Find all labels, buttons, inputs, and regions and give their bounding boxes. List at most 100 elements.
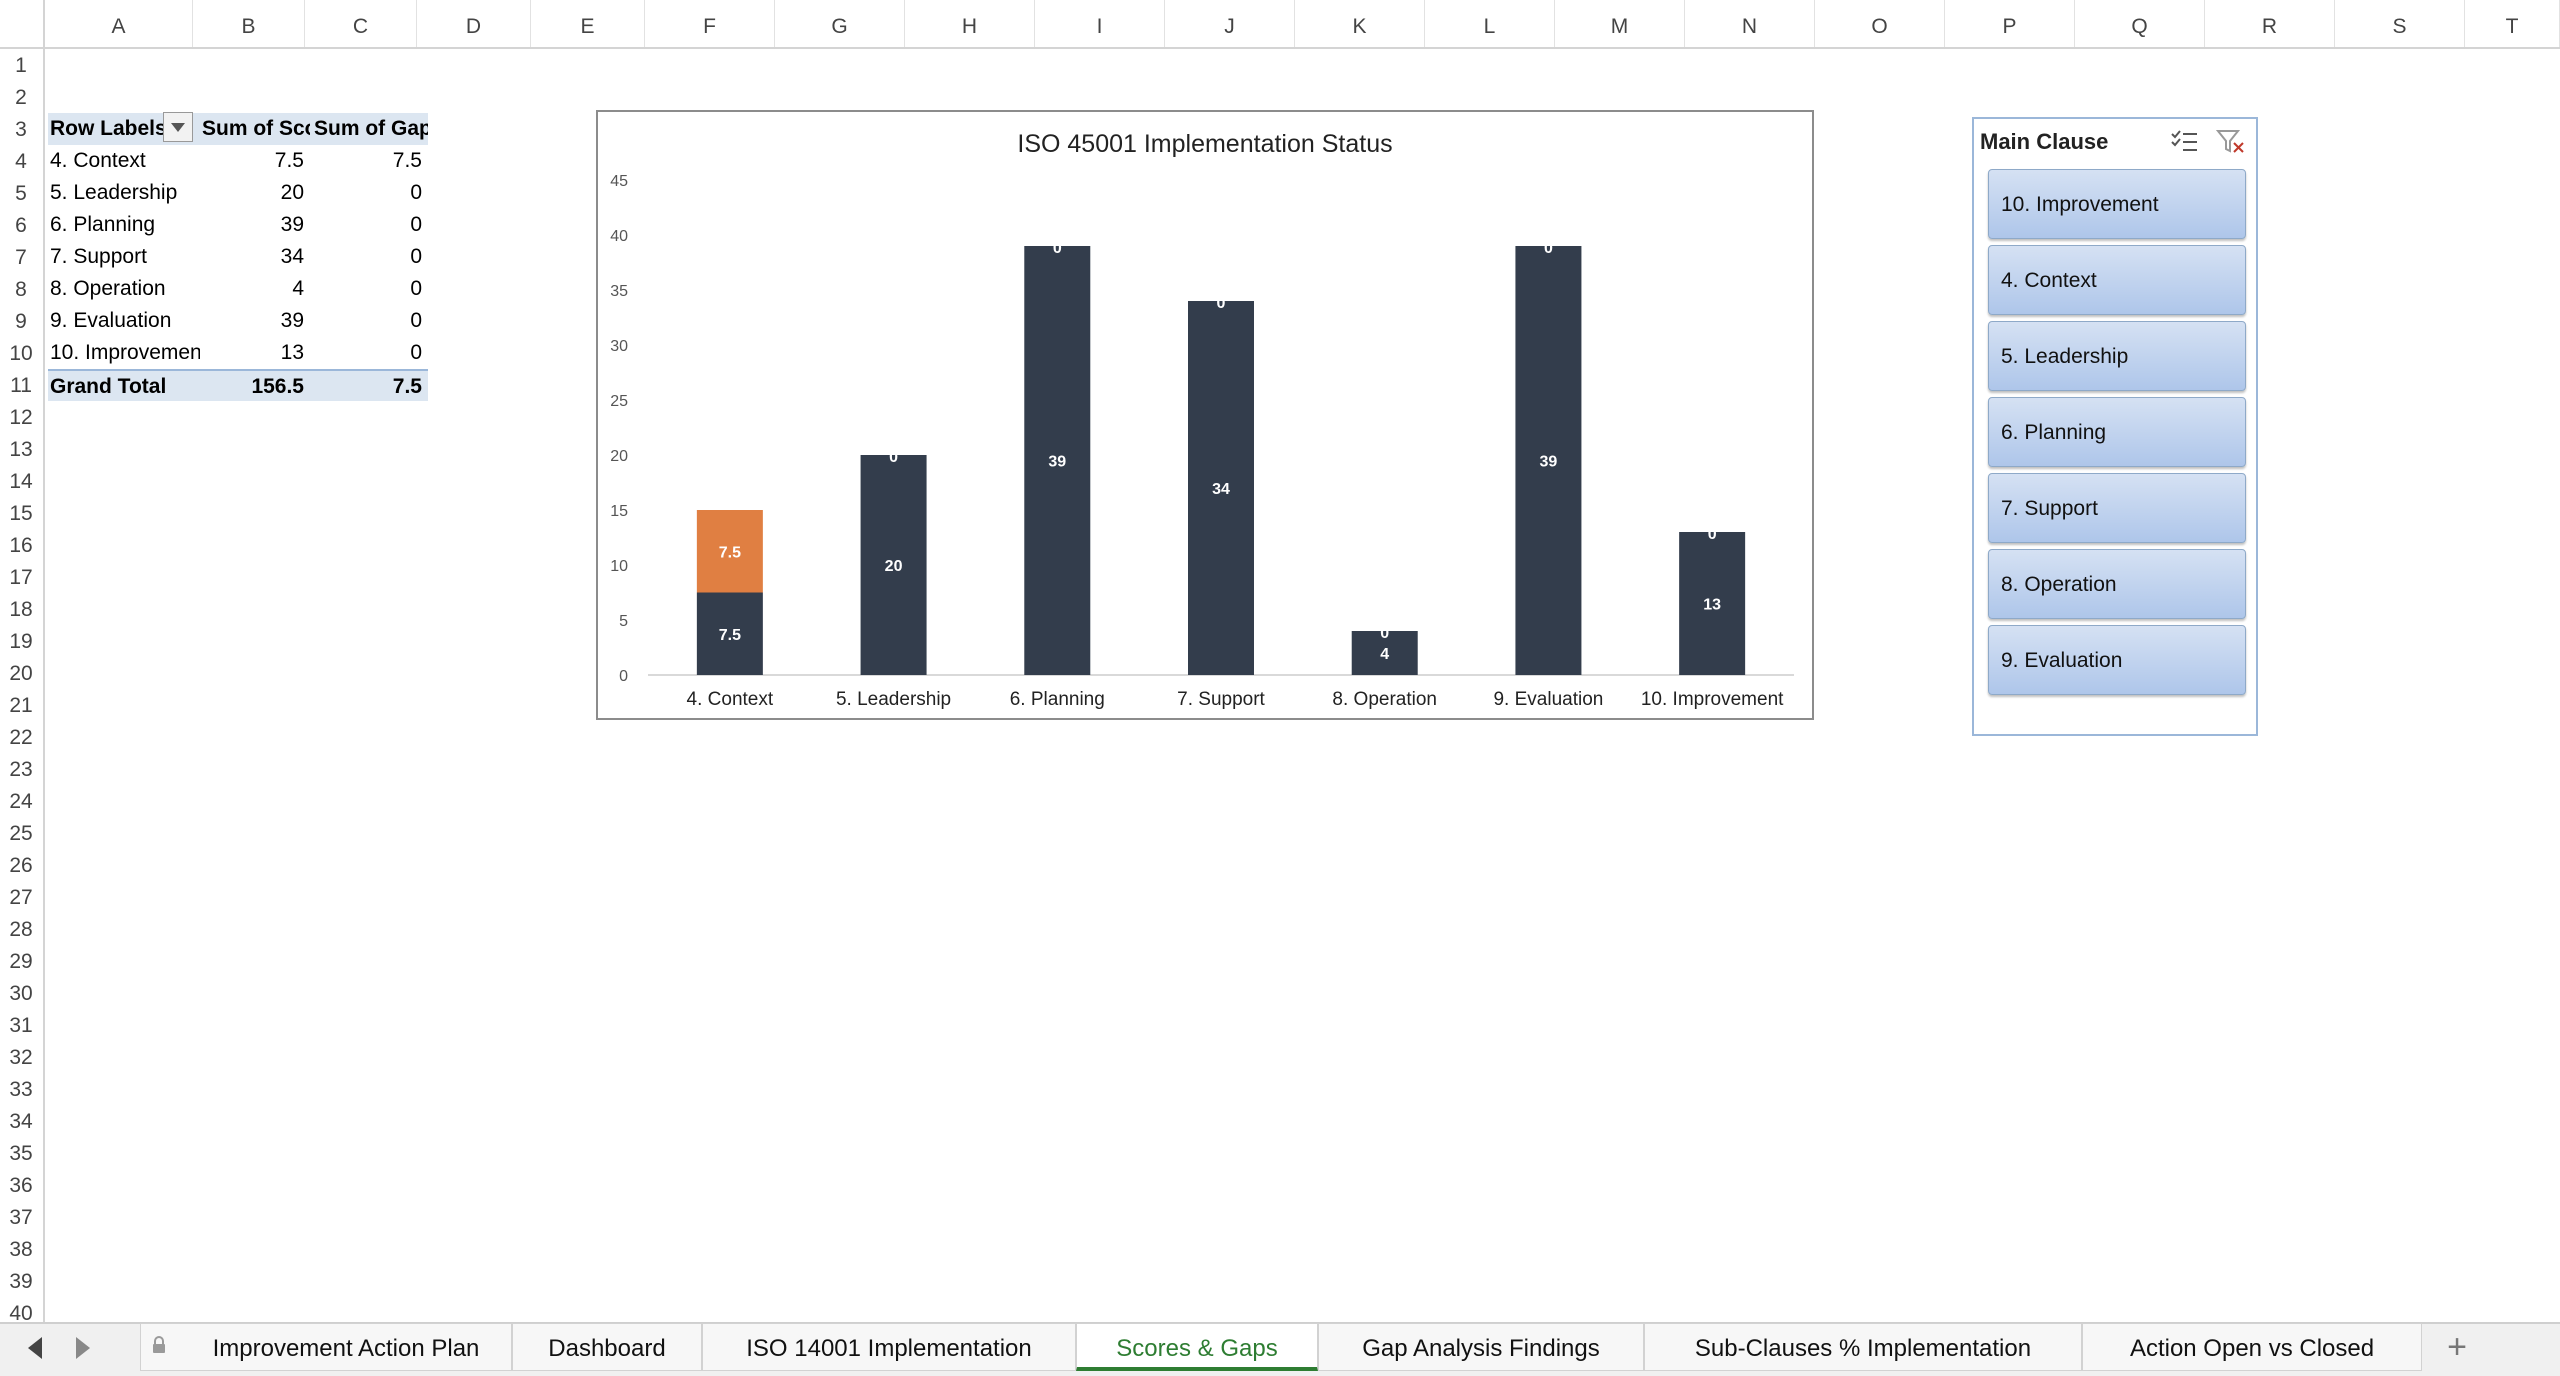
slicer-item[interactable]: 10. Improvement	[1988, 169, 2246, 239]
row-header-10[interactable]: 10	[9, 342, 33, 365]
row-header-15[interactable]: 15	[9, 502, 33, 525]
row-header-31[interactable]: 31	[9, 1014, 33, 1037]
pivot-row-label[interactable]: 8. Operation	[50, 277, 166, 300]
column-header-i[interactable]: I	[1035, 0, 1165, 47]
row-header-1[interactable]: 1	[15, 54, 27, 77]
row-header-9[interactable]: 9	[15, 310, 27, 333]
pivot-row-gap[interactable]: 0	[410, 341, 422, 364]
slicer-item[interactable]: 4. Context	[1988, 245, 2246, 315]
column-header-n[interactable]: N	[1685, 0, 1815, 47]
row-header-16[interactable]: 16	[9, 534, 33, 557]
main-clause-slicer[interactable]: Main Clause 10. Improvement 4. Context 5. …	[1972, 117, 2258, 736]
bar-series-1[interactable]	[1024, 246, 1091, 675]
bar-series-1[interactable]	[1679, 532, 1746, 675]
row-header-2[interactable]: 2	[15, 86, 27, 109]
column-header-b[interactable]: B	[193, 0, 305, 47]
pivot-row-score[interactable]: 39	[280, 213, 304, 236]
column-header-m[interactable]: M	[1555, 0, 1685, 47]
bar-series-1[interactable]	[1188, 301, 1254, 675]
row-header-7[interactable]: 7	[15, 246, 27, 269]
pivot-row-score[interactable]: 34	[280, 245, 304, 268]
sheet-tab[interactable]: Dashboard	[512, 1323, 702, 1371]
implementation-status-chart[interactable]: ISO 45001 Implementation Status 0 5 10 15 20…	[596, 110, 1814, 720]
row-header-27[interactable]: 27	[9, 886, 33, 909]
row-header-4[interactable]: 4	[15, 150, 27, 173]
row-header-3[interactable]: 3	[15, 118, 27, 141]
row-header-25[interactable]: 25	[9, 822, 33, 845]
row-header-33[interactable]: 33	[9, 1078, 33, 1101]
bar-series-1[interactable]	[1515, 246, 1582, 675]
row-header-21[interactable]: 21	[9, 694, 33, 717]
sheet-tab[interactable]: Gap Analysis Findings	[1318, 1323, 1644, 1371]
slicer-item[interactable]: 7. Support	[1988, 473, 2246, 543]
select-all-corner[interactable]	[0, 0, 45, 47]
column-header-q[interactable]: Q	[2075, 0, 2205, 47]
row-header-14[interactable]: 14	[9, 470, 33, 493]
bar-series-1[interactable]	[696, 592, 763, 676]
multi-select-icon[interactable]	[2170, 129, 2198, 153]
row-header-20[interactable]: 20	[9, 662, 33, 685]
pivot-header-sum-of-scores[interactable]: Sum of Scores	[200, 113, 310, 145]
row-header-26[interactable]: 26	[9, 854, 33, 877]
column-header-o[interactable]: O	[1815, 0, 1945, 47]
column-header-h[interactable]: H	[905, 0, 1035, 47]
sheet-tab[interactable]: Scores & Gaps	[1076, 1323, 1318, 1371]
pivot-row-label[interactable]: 5. Leadership	[50, 181, 178, 204]
row-header-40[interactable]: 40	[9, 1302, 33, 1322]
column-header-r[interactable]: R	[2205, 0, 2335, 47]
add-sheet-button[interactable]: +	[2447, 1328, 2467, 1366]
slicer-item[interactable]: 9. Evaluation	[1988, 625, 2246, 695]
row-labels-filter-button[interactable]	[163, 112, 193, 142]
clear-filter-icon[interactable]	[2216, 129, 2244, 153]
slicer-item[interactable]: 8. Operation	[1988, 549, 2246, 619]
sheet-tab[interactable]: Sub-Clauses % Implementation	[1644, 1323, 2082, 1371]
pivot-grand-total-score[interactable]: 156.5	[200, 369, 310, 401]
scroll-tabs-left-icon[interactable]	[28, 1337, 42, 1359]
column-header-t[interactable]: T	[2465, 0, 2560, 47]
sheet-tab[interactable]: ISO 14001 Implementation	[702, 1323, 1076, 1371]
row-header-19[interactable]: 19	[9, 630, 33, 653]
column-header-d[interactable]: D	[417, 0, 531, 47]
pivot-row-gap[interactable]: 0	[410, 245, 422, 268]
slicer-item[interactable]: 6. Planning	[1988, 397, 2246, 467]
row-header-17[interactable]: 17	[9, 566, 33, 589]
row-header-37[interactable]: 37	[9, 1206, 33, 1229]
pivot-row-label[interactable]: 9. Evaluation	[50, 309, 172, 332]
row-header-8[interactable]: 8	[15, 278, 27, 301]
pivot-row-label[interactable]: 6. Planning	[50, 213, 156, 236]
row-header-39[interactable]: 39	[9, 1270, 33, 1293]
pivot-grand-total-label[interactable]: Grand Total	[48, 369, 200, 401]
column-header-a[interactable]: A	[45, 0, 193, 47]
row-header-35[interactable]: 35	[9, 1142, 33, 1165]
pivot-row-gap[interactable]: 0	[410, 309, 422, 332]
column-header-k[interactable]: K	[1295, 0, 1425, 47]
pivot-row-gap[interactable]: 7.5	[392, 149, 422, 172]
row-header-24[interactable]: 24	[9, 790, 33, 813]
column-header-s[interactable]: S	[2335, 0, 2465, 47]
pivot-row-label[interactable]: 4. Context	[50, 149, 146, 172]
pivot-row-score[interactable]: 7.5	[274, 149, 304, 172]
pivot-row-score[interactable]: 20	[280, 181, 304, 204]
column-header-c[interactable]: C	[305, 0, 417, 47]
row-header-29[interactable]: 29	[9, 950, 33, 973]
column-header-g[interactable]: G	[775, 0, 905, 47]
bar-series-2[interactable]	[696, 510, 763, 593]
row-header-6[interactable]: 6	[15, 214, 27, 237]
row-header-5[interactable]: 5	[15, 182, 27, 205]
sheet-tab[interactable]: Improvement Action Plan	[140, 1323, 512, 1371]
column-header-f[interactable]: F	[645, 0, 775, 47]
pivot-row-label[interactable]: 10. Improvement	[50, 341, 200, 364]
row-header-36[interactable]: 36	[9, 1174, 33, 1197]
row-header-28[interactable]: 28	[9, 918, 33, 941]
pivot-header-sum-of-gaps[interactable]: Sum of Gaps	[310, 113, 428, 145]
row-header-30[interactable]: 30	[9, 982, 33, 1005]
pivot-row-gap[interactable]: 0	[410, 181, 422, 204]
row-header-23[interactable]: 23	[9, 758, 33, 781]
slicer-item[interactable]: 5. Leadership	[1988, 321, 2246, 391]
pivot-row-score[interactable]: 39	[280, 309, 304, 332]
bar-series-1[interactable]	[860, 455, 927, 675]
row-header-22[interactable]: 22	[9, 726, 33, 749]
row-header-11[interactable]: 11	[10, 374, 32, 397]
sheet-tab[interactable]: Action Open vs Closed	[2082, 1323, 2422, 1371]
row-header-34[interactable]: 34	[9, 1110, 33, 1133]
